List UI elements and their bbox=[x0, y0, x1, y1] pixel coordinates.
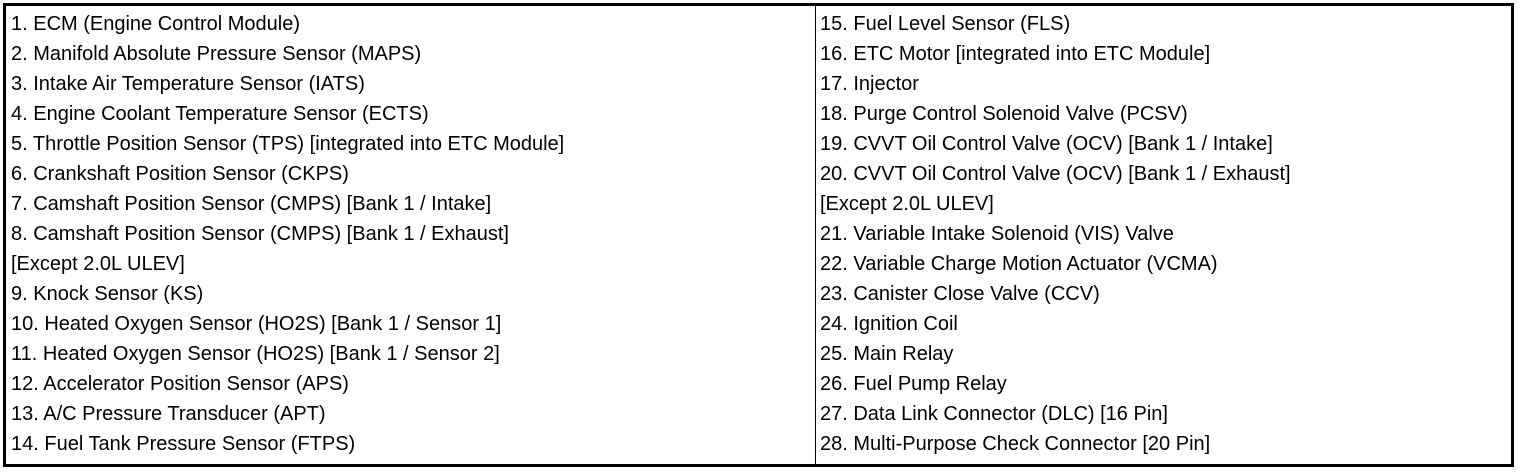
component-item: 26. Fuel Pump Relay bbox=[820, 373, 1007, 395]
component-item: 8. Camshaft Position Sensor (CMPS) [Bank… bbox=[11, 223, 509, 245]
component-item: 6. Crankshaft Position Sensor (CKPS) bbox=[11, 163, 349, 185]
component-item: 28. Multi-Purpose Check Connector [20 Pi… bbox=[820, 433, 1211, 455]
component-item: 1. ECM (Engine Control Module) bbox=[11, 13, 301, 35]
component-item: 4. Engine Coolant Temperature Sensor (EC… bbox=[11, 103, 429, 125]
component-item: 21. Variable Intake Solenoid (VIS) Valve bbox=[820, 223, 1174, 245]
component-item: 11. Heated Oxygen Sensor (HO2S) [Bank 1 … bbox=[11, 343, 500, 365]
component-item: 14. Fuel Tank Pressure Sensor (FTPS) bbox=[11, 433, 356, 455]
component-item: 12. Accelerator Position Sensor (APS) bbox=[11, 373, 349, 395]
component-item: [Except 2.0L ULEV] bbox=[820, 193, 994, 215]
component-item: 25. Main Relay bbox=[820, 343, 954, 365]
component-item: 19. CVVT Oil Control Valve (OCV) [Bank 1… bbox=[820, 133, 1273, 155]
component-item: 23. Canister Close Valve (CCV) bbox=[820, 283, 1100, 305]
right-column: 15. Fuel Level Sensor (FLS) 16. ETC Motor… bbox=[816, 6, 1511, 464]
component-item: 5. Throttle Position Sensor (TPS) [integ… bbox=[11, 133, 565, 155]
component-item: 13. A/C Pressure Transducer (APT) bbox=[11, 403, 326, 425]
component-item: [Except 2.0L ULEV] bbox=[11, 253, 185, 275]
component-item: 17. Injector bbox=[820, 73, 919, 95]
component-item: 18. Purge Control Solenoid Valve (PCSV) bbox=[820, 103, 1188, 125]
component-item: 16. ETC Motor [integrated into ETC Modul… bbox=[820, 43, 1211, 65]
component-legend-table: 1. ECM (Engine Control Module) 2. Manifol… bbox=[3, 3, 1514, 467]
left-column: 1. ECM (Engine Control Module) 2. Manifol… bbox=[6, 6, 816, 464]
component-item: 9. Knock Sensor (KS) bbox=[11, 283, 204, 305]
component-item: 20. CVVT Oil Control Valve (OCV) [Bank 1… bbox=[820, 163, 1291, 185]
component-item: 7. Camshaft Position Sensor (CMPS) [Bank… bbox=[11, 193, 492, 215]
component-item: 24. Ignition Coil bbox=[820, 313, 958, 335]
component-item: 22. Variable Charge Motion Actuator (VCM… bbox=[820, 253, 1218, 275]
component-item: 15. Fuel Level Sensor (FLS) bbox=[820, 13, 1071, 35]
component-item: 10. Heated Oxygen Sensor (HO2S) [Bank 1 … bbox=[11, 313, 502, 335]
component-item: 2. Manifold Absolute Pressure Sensor (MA… bbox=[11, 43, 422, 65]
component-item: 3. Intake Air Temperature Sensor (IATS) bbox=[11, 73, 365, 95]
component-item: 27. Data Link Connector (DLC) [16 Pin] bbox=[820, 403, 1168, 425]
